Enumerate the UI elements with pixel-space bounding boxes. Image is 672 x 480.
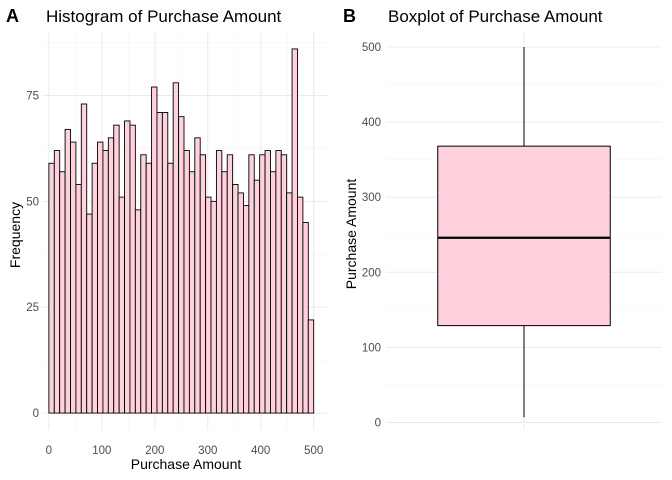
histogram-bar xyxy=(113,124,120,414)
histogram-bar xyxy=(199,154,207,414)
histogram-bar xyxy=(178,116,185,414)
histogram-bar xyxy=(221,171,228,414)
histogram-bar xyxy=(124,120,131,414)
histogram-bar xyxy=(107,137,115,414)
histogram-bar xyxy=(118,196,125,414)
y-tick-label: 0 xyxy=(33,408,39,420)
histogram-bar xyxy=(64,128,71,414)
histogram-bars xyxy=(48,48,315,414)
histogram-bar xyxy=(161,111,169,414)
histogram-bar xyxy=(129,124,136,414)
histogram-bar xyxy=(264,150,271,414)
histogram-bar xyxy=(226,154,234,414)
histogram-x-ticks: 0 100 200 300 400 500 xyxy=(46,445,324,457)
histogram-bar xyxy=(210,200,217,414)
x-tick-label: 400 xyxy=(251,445,270,457)
histogram-bar xyxy=(242,205,250,414)
histogram-bar xyxy=(91,162,98,414)
histogram-bar xyxy=(232,183,239,414)
x-tick-label: 0 xyxy=(46,445,52,457)
boxplot-marks xyxy=(437,47,611,418)
histogram-bar xyxy=(134,209,142,414)
histogram-bar xyxy=(48,162,55,414)
histogram-bar xyxy=(156,111,163,414)
y-tick-label: 200 xyxy=(362,267,381,279)
boxplot-title: Boxplot of Purchase Amount xyxy=(388,7,603,26)
histogram-bar xyxy=(151,86,158,414)
histogram-bar xyxy=(167,162,174,414)
histogram-bar xyxy=(80,103,88,414)
y-tick-label: 300 xyxy=(362,192,381,204)
histogram-bar xyxy=(172,82,180,414)
histogram-bar xyxy=(140,154,147,414)
histogram-bar xyxy=(75,183,82,414)
panel-tag-a: A xyxy=(6,6,19,26)
histogram-bar xyxy=(70,141,77,414)
histogram-bar xyxy=(286,192,293,414)
histogram-bar xyxy=(302,222,309,414)
histogram-bar xyxy=(259,154,266,414)
histogram-bar xyxy=(59,171,66,414)
histogram-panel: A Histogram of Purchase Amount 0 100 200 30… xyxy=(6,6,328,472)
histogram-bar xyxy=(291,48,298,414)
histogram-bar xyxy=(215,150,223,414)
histogram-bar xyxy=(194,137,201,414)
y-tick-label: 75 xyxy=(26,91,39,103)
y-tick-label: 0 xyxy=(375,417,381,429)
histogram-bar xyxy=(97,141,104,414)
panel-tag-b: B xyxy=(343,6,356,26)
histogram-bar xyxy=(145,162,153,414)
histogram-bar xyxy=(188,171,196,414)
x-tick-label: 300 xyxy=(198,445,217,457)
histogram-bar xyxy=(53,150,61,414)
boxplot-y-ticks: 0 100 200 300 400 500 xyxy=(362,42,381,429)
histogram-x-label: Purchase Amount xyxy=(131,456,242,472)
histogram-bar xyxy=(205,196,212,414)
histogram-bar xyxy=(86,213,93,414)
histogram-y-ticks: 0 25 50 75 xyxy=(26,91,39,421)
histogram-bar xyxy=(297,196,304,414)
histogram-bar xyxy=(237,192,244,414)
boxplot-y-label: Purchase Amount xyxy=(343,179,359,290)
histogram-bar xyxy=(183,150,190,414)
histogram-title: Histogram of Purchase Amount xyxy=(46,7,282,26)
x-tick-label: 200 xyxy=(145,445,164,457)
box-iqr xyxy=(437,145,611,327)
histogram-bar xyxy=(280,154,288,414)
y-tick-label: 50 xyxy=(26,196,39,208)
histogram-bar xyxy=(248,154,255,414)
y-tick-label: 500 xyxy=(362,42,381,54)
histogram-bar xyxy=(275,150,282,414)
boxplot-panel: B Boxplot of Purchase Amount 0 100 200 300 4… xyxy=(343,6,662,430)
x-tick-label: 100 xyxy=(92,445,111,457)
histogram-bar xyxy=(253,179,261,414)
histogram-bar xyxy=(270,171,277,414)
y-tick-label: 25 xyxy=(26,302,39,314)
histogram-y-label: Frequency xyxy=(7,202,23,268)
x-tick-label: 500 xyxy=(304,445,323,457)
y-tick-label: 100 xyxy=(362,342,381,354)
y-tick-label: 400 xyxy=(362,117,381,129)
histogram-bar xyxy=(307,319,315,414)
histogram-bar xyxy=(102,150,109,414)
